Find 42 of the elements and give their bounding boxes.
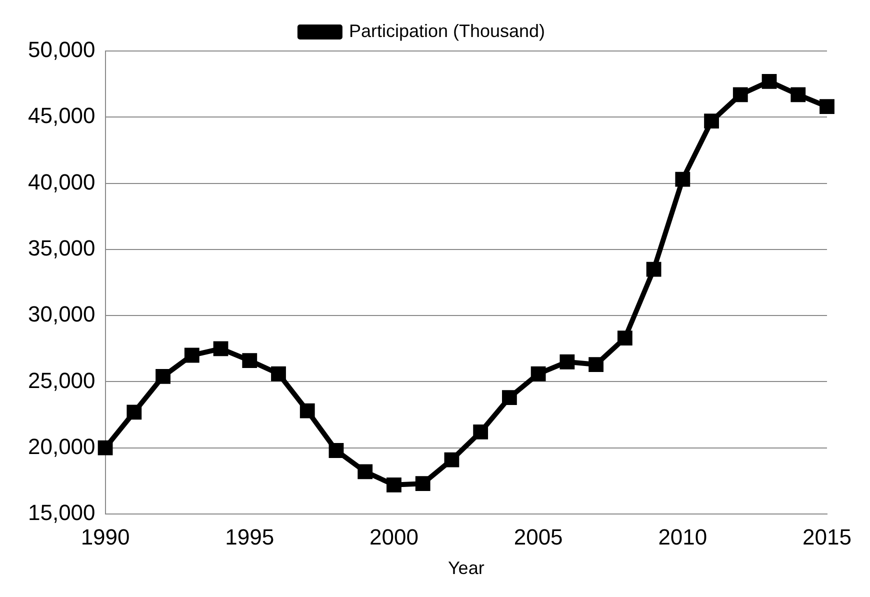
point — [328, 443, 344, 458]
point — [502, 390, 517, 406]
point — [300, 403, 315, 418]
x-tick-label: 2000 — [369, 524, 418, 550]
legend-label: Participation (Thousand) — [348, 20, 546, 41]
x-tick-label: 2010 — [658, 524, 708, 550]
y-tick-label: 25,000 — [28, 368, 96, 393]
y-tick-label: 40,000 — [28, 169, 96, 194]
point — [762, 74, 777, 89]
y-tick-label: 35,000 — [28, 235, 96, 260]
point — [617, 330, 632, 346]
point — [415, 476, 430, 492]
y-tick-label: 30,000 — [28, 302, 96, 327]
point — [213, 341, 228, 356]
x-tick-label: 1995 — [225, 524, 274, 550]
point — [242, 353, 258, 368]
point — [98, 440, 113, 456]
point — [358, 464, 373, 480]
point — [271, 366, 286, 382]
point — [156, 368, 170, 384]
y-tick-label: 50,000 — [28, 37, 96, 62]
point — [646, 262, 662, 277]
point — [790, 87, 806, 102]
point — [732, 87, 748, 102]
point — [560, 354, 575, 370]
point — [126, 404, 142, 420]
point — [184, 348, 200, 363]
point — [675, 172, 690, 187]
point — [386, 477, 402, 492]
x-tick-label: 2015 — [802, 524, 852, 550]
point — [820, 99, 834, 114]
x-tick-label: 1990 — [80, 524, 130, 550]
y-tick-label: 20,000 — [28, 434, 96, 459]
x-axis-title: Year — [448, 558, 484, 578]
point — [473, 424, 488, 440]
point — [704, 114, 719, 129]
point — [588, 357, 604, 372]
y-tick-label: 45,000 — [28, 103, 96, 128]
x-tick-label: 2005 — [514, 524, 563, 550]
y-tick-label: 15,000 — [28, 500, 96, 526]
point — [530, 366, 546, 382]
point — [444, 452, 460, 468]
